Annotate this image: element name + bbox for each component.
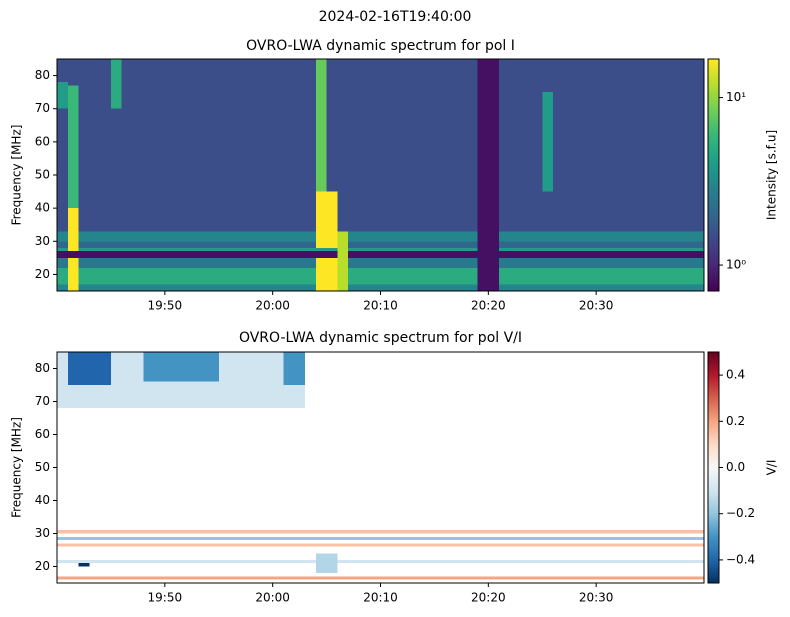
heatmap-cell xyxy=(57,530,704,534)
heatmap-cell xyxy=(57,284,704,291)
heatmap-cell xyxy=(57,82,68,109)
y-tick-label: 60 xyxy=(35,134,50,148)
y-tick-label: 40 xyxy=(35,493,50,507)
colorbar-tick-label: −0.2 xyxy=(726,506,755,520)
heatmap-cell xyxy=(315,191,338,248)
colorbar xyxy=(707,58,720,292)
heatmap xyxy=(57,352,704,580)
heatmap-cell xyxy=(57,241,704,248)
heatmap-cell xyxy=(57,251,704,258)
heatmap-cell xyxy=(57,231,704,242)
y-tick-label: 80 xyxy=(35,361,50,375)
y-tick-label: 30 xyxy=(35,234,50,248)
colorbar-label: V/I xyxy=(765,460,779,476)
x-tick-label: 20:20 xyxy=(471,591,506,605)
heatmap-cell xyxy=(57,257,704,268)
x-tick-label: 20:10 xyxy=(363,299,398,313)
x-tick-label: 20:00 xyxy=(255,591,290,605)
colorbar xyxy=(707,351,720,584)
colorbar-tick-label: 10¹ xyxy=(726,90,746,104)
heatmap-cell xyxy=(315,59,327,192)
y-tick-label: 80 xyxy=(35,68,50,82)
heatmap-cell xyxy=(477,59,500,291)
colorbar-tick-label: 0.2 xyxy=(726,414,745,428)
heatmap-cell xyxy=(57,247,704,252)
chart-title: OVRO-LWA dynamic spectrum for pol V/I xyxy=(239,330,522,346)
colorbar-tick-label: −0.4 xyxy=(726,552,755,566)
heatmap-cell xyxy=(57,576,704,580)
heatmap-cell xyxy=(67,352,111,385)
heatmap-cell xyxy=(542,92,554,192)
heatmap-cell xyxy=(67,208,79,252)
x-tick-label: 19:50 xyxy=(148,591,183,605)
heatmap-cell xyxy=(67,85,79,209)
y-axis-label: Frequency [MHz] xyxy=(10,417,24,518)
colorbar-tick-label: 0.4 xyxy=(726,368,745,382)
x-tick-label: 20:30 xyxy=(579,299,614,313)
figure-title: 2024-02-16T19:40:00 xyxy=(319,9,472,25)
y-tick-label: 70 xyxy=(35,101,50,115)
heatmap-cell xyxy=(57,59,704,232)
heatmap-cell xyxy=(78,563,90,567)
colorbar-label: Intensity [s.f.u] xyxy=(765,130,779,220)
y-tick-label: 30 xyxy=(35,526,50,540)
y-tick-label: 60 xyxy=(35,427,50,441)
heatmap-cell xyxy=(315,553,338,574)
heatmap-cell xyxy=(57,267,704,285)
heatmap-cell xyxy=(57,543,704,547)
heatmap-cell xyxy=(110,59,122,109)
heatmap xyxy=(57,59,704,291)
x-tick-label: 20:10 xyxy=(363,591,398,605)
y-tick-label: 20 xyxy=(35,267,50,281)
heatmap-cell xyxy=(337,231,349,291)
x-tick-label: 20:30 xyxy=(579,591,614,605)
heatmap-cell xyxy=(143,352,219,382)
heatmap-cell xyxy=(315,257,338,291)
y-tick-label: 70 xyxy=(35,394,50,408)
y-tick-label: 40 xyxy=(35,201,50,215)
y-tick-label: 50 xyxy=(35,460,50,474)
x-tick-label: 20:00 xyxy=(255,299,290,313)
heatmap-cell xyxy=(283,352,306,385)
colorbar-tick-label: 0.0 xyxy=(726,460,745,474)
colorbar-tick-label: 10⁰ xyxy=(726,258,746,272)
heatmap-cell xyxy=(67,257,79,291)
heatmap-cell xyxy=(57,536,704,541)
heatmap-cell xyxy=(57,559,704,564)
y-tick-label: 50 xyxy=(35,168,50,182)
x-tick-label: 20:20 xyxy=(471,299,506,313)
y-axis-label: Frequency [MHz] xyxy=(10,125,24,226)
x-tick-label: 19:50 xyxy=(148,299,183,313)
y-tick-label: 20 xyxy=(35,559,50,573)
chart-title: OVRO-LWA dynamic spectrum for pol I xyxy=(246,38,515,54)
